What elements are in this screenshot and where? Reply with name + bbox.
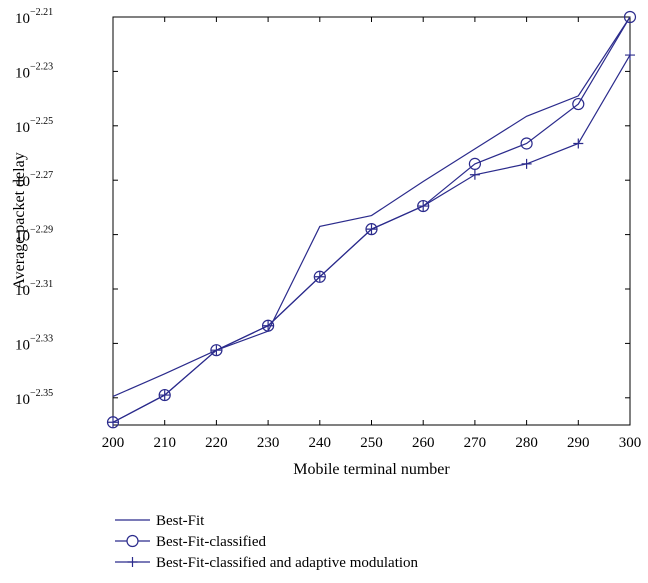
y-tick-base: 10 bbox=[15, 283, 30, 299]
data-point bbox=[366, 224, 377, 235]
y-tick-base: 10 bbox=[15, 174, 30, 190]
legend-label: Best-Fit bbox=[156, 513, 205, 529]
series-best-fit bbox=[112, 16, 631, 397]
legend-label: Best-Fit-classified and adaptive modulat… bbox=[156, 555, 419, 571]
data-point bbox=[211, 345, 222, 356]
plot-area bbox=[112, 16, 631, 426]
series-layer bbox=[106, 10, 637, 429]
y-tick-exponent: −2.25 bbox=[30, 116, 53, 127]
series-line bbox=[112, 16, 631, 397]
data-point bbox=[313, 270, 326, 283]
legend-marker bbox=[127, 557, 138, 567]
data-point bbox=[418, 201, 429, 212]
y-tick-label: 10−2.35 bbox=[15, 388, 53, 408]
data-point bbox=[365, 223, 378, 236]
y-tick-exponent: −2.27 bbox=[30, 170, 53, 181]
legend-item: Best-Fit bbox=[115, 513, 205, 529]
y-axis-label: Average packet delay bbox=[11, 152, 28, 289]
data-point bbox=[468, 157, 481, 170]
data-point bbox=[263, 320, 274, 331]
x-tick-label: 290 bbox=[567, 435, 590, 451]
y-tick-exponent: −2.31 bbox=[30, 279, 53, 290]
data-point bbox=[108, 417, 118, 428]
y-tick-label: 10−2.33 bbox=[15, 333, 53, 353]
y-tick-base: 10 bbox=[15, 120, 30, 136]
data-point bbox=[106, 416, 120, 429]
y-tick-base: 10 bbox=[15, 337, 30, 353]
y-tick-label: 10−2.25 bbox=[15, 116, 53, 136]
y-tick-label: 10−2.21 bbox=[15, 7, 53, 27]
data-point bbox=[158, 388, 171, 402]
data-point bbox=[314, 271, 325, 282]
x-tick-label: 200 bbox=[102, 435, 125, 451]
y-tick-base: 10 bbox=[15, 229, 30, 245]
y-axis: 10−2.2110−2.2310−2.2510−2.2710−2.2910−2.… bbox=[15, 7, 630, 408]
data-point bbox=[520, 137, 533, 150]
x-axis-label: Mobile terminal number bbox=[293, 461, 450, 478]
data-point bbox=[469, 169, 480, 180]
x-tick-label: 210 bbox=[153, 435, 176, 451]
data-point bbox=[159, 390, 170, 401]
y-tick-exponent: −2.23 bbox=[30, 61, 53, 72]
x-axis: 200 210 220 230 240 250 260 270 280 290 300 bbox=[102, 17, 642, 451]
y-tick-label: 10−2.23 bbox=[15, 61, 53, 81]
legend-item: Best-Fit-classified bbox=[115, 534, 266, 550]
y-tick-label: 10−2.29 bbox=[15, 225, 53, 245]
data-point bbox=[625, 50, 635, 61]
y-tick-exponent: −2.33 bbox=[30, 333, 53, 344]
data-point bbox=[573, 138, 584, 149]
x-tick-label: 300 bbox=[619, 435, 642, 451]
legend-item: Best-Fit-classified and adaptive modulat… bbox=[115, 555, 419, 571]
data-point bbox=[262, 319, 275, 332]
legend-marker bbox=[126, 534, 139, 548]
data-point bbox=[417, 199, 430, 213]
x-tick-label: 250 bbox=[360, 435, 383, 451]
y-tick-base: 10 bbox=[15, 392, 30, 408]
y-tick-exponent: −2.35 bbox=[30, 388, 53, 399]
y-tick-base: 10 bbox=[15, 65, 30, 81]
x-tick-label: 270 bbox=[464, 435, 487, 451]
data-point bbox=[521, 158, 532, 169]
y-tick-label: 10−2.27 bbox=[15, 170, 53, 190]
x-tick-label: 230 bbox=[257, 435, 280, 451]
data-point bbox=[572, 97, 585, 111]
data-point bbox=[623, 10, 637, 24]
series-best-fit-classified-and-adaptive-modulation bbox=[108, 50, 635, 428]
legend-label: Best-Fit-classified bbox=[156, 534, 266, 550]
x-tick-label: 260 bbox=[412, 435, 435, 451]
y-tick-exponent: −2.29 bbox=[30, 225, 53, 236]
legend: Best-Fit Best-Fit-classified Best-Fit-clas… bbox=[115, 513, 419, 571]
x-tick-label: 280 bbox=[515, 435, 538, 451]
x-tick-label: 220 bbox=[205, 435, 228, 451]
y-tick-exponent: −2.21 bbox=[30, 7, 53, 18]
y-tick-label: 10−2.31 bbox=[15, 279, 53, 299]
x-tick-label: 240 bbox=[309, 435, 332, 451]
y-tick-base: 10 bbox=[15, 11, 30, 27]
data-point bbox=[210, 344, 223, 357]
